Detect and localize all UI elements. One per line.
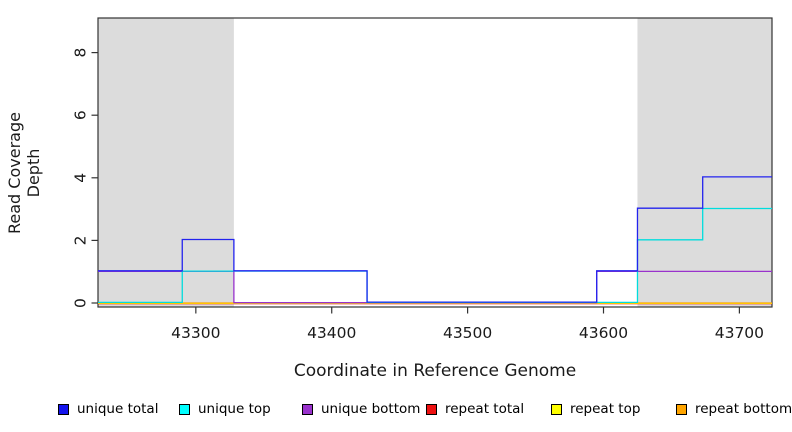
x-axis-title: Coordinate in Reference Genome <box>293 361 577 381</box>
legend-label: unique bottom <box>321 401 421 417</box>
legend-item-unique-top: unique top <box>179 401 271 417</box>
legend-label: repeat total <box>445 401 525 417</box>
legend-swatch-icon <box>179 403 190 415</box>
series-line-unique-total <box>98 176 772 303</box>
x-tick-label: 43400 <box>307 324 356 342</box>
legend-item-repeat-total: repeat total <box>426 401 524 417</box>
y-axis-title: Read Coverage Depth <box>5 112 43 234</box>
legend-label: repeat top <box>570 401 641 417</box>
y-tick-label: 6 <box>71 110 89 120</box>
legend-swatch-icon <box>551 403 562 415</box>
legend: unique total unique top unique bottom repea… <box>0 398 792 424</box>
plot-box <box>97 17 773 308</box>
y-tick-label: 8 <box>71 48 89 58</box>
shaded-region-0 <box>98 18 234 307</box>
y-tick-label: 4 <box>71 173 89 183</box>
legend-label: unique total <box>77 401 159 417</box>
x-tick-label: 43600 <box>579 324 628 342</box>
legend-item-repeat-bottom: repeat bottom <box>676 401 792 417</box>
legend-item-unique-bottom: unique bottom <box>302 401 420 417</box>
x-tick-label: 43500 <box>443 324 492 342</box>
legend-swatch-icon <box>58 403 69 415</box>
legend-label: repeat bottom <box>695 401 792 417</box>
legend-item-unique-total: unique total <box>58 401 158 417</box>
legend-swatch-icon <box>676 403 687 415</box>
legend-swatch-icon <box>302 403 313 415</box>
legend-item-repeat-top: repeat top <box>551 401 640 417</box>
x-tick-label: 43300 <box>171 324 220 342</box>
legend-label: unique top <box>198 401 271 417</box>
x-tick-label: 43700 <box>715 324 764 342</box>
y-tick-label: 0 <box>71 298 89 308</box>
legend-swatch-icon <box>426 403 437 415</box>
shaded-region-1 <box>637 18 772 307</box>
y-tick-label: 2 <box>71 235 89 245</box>
